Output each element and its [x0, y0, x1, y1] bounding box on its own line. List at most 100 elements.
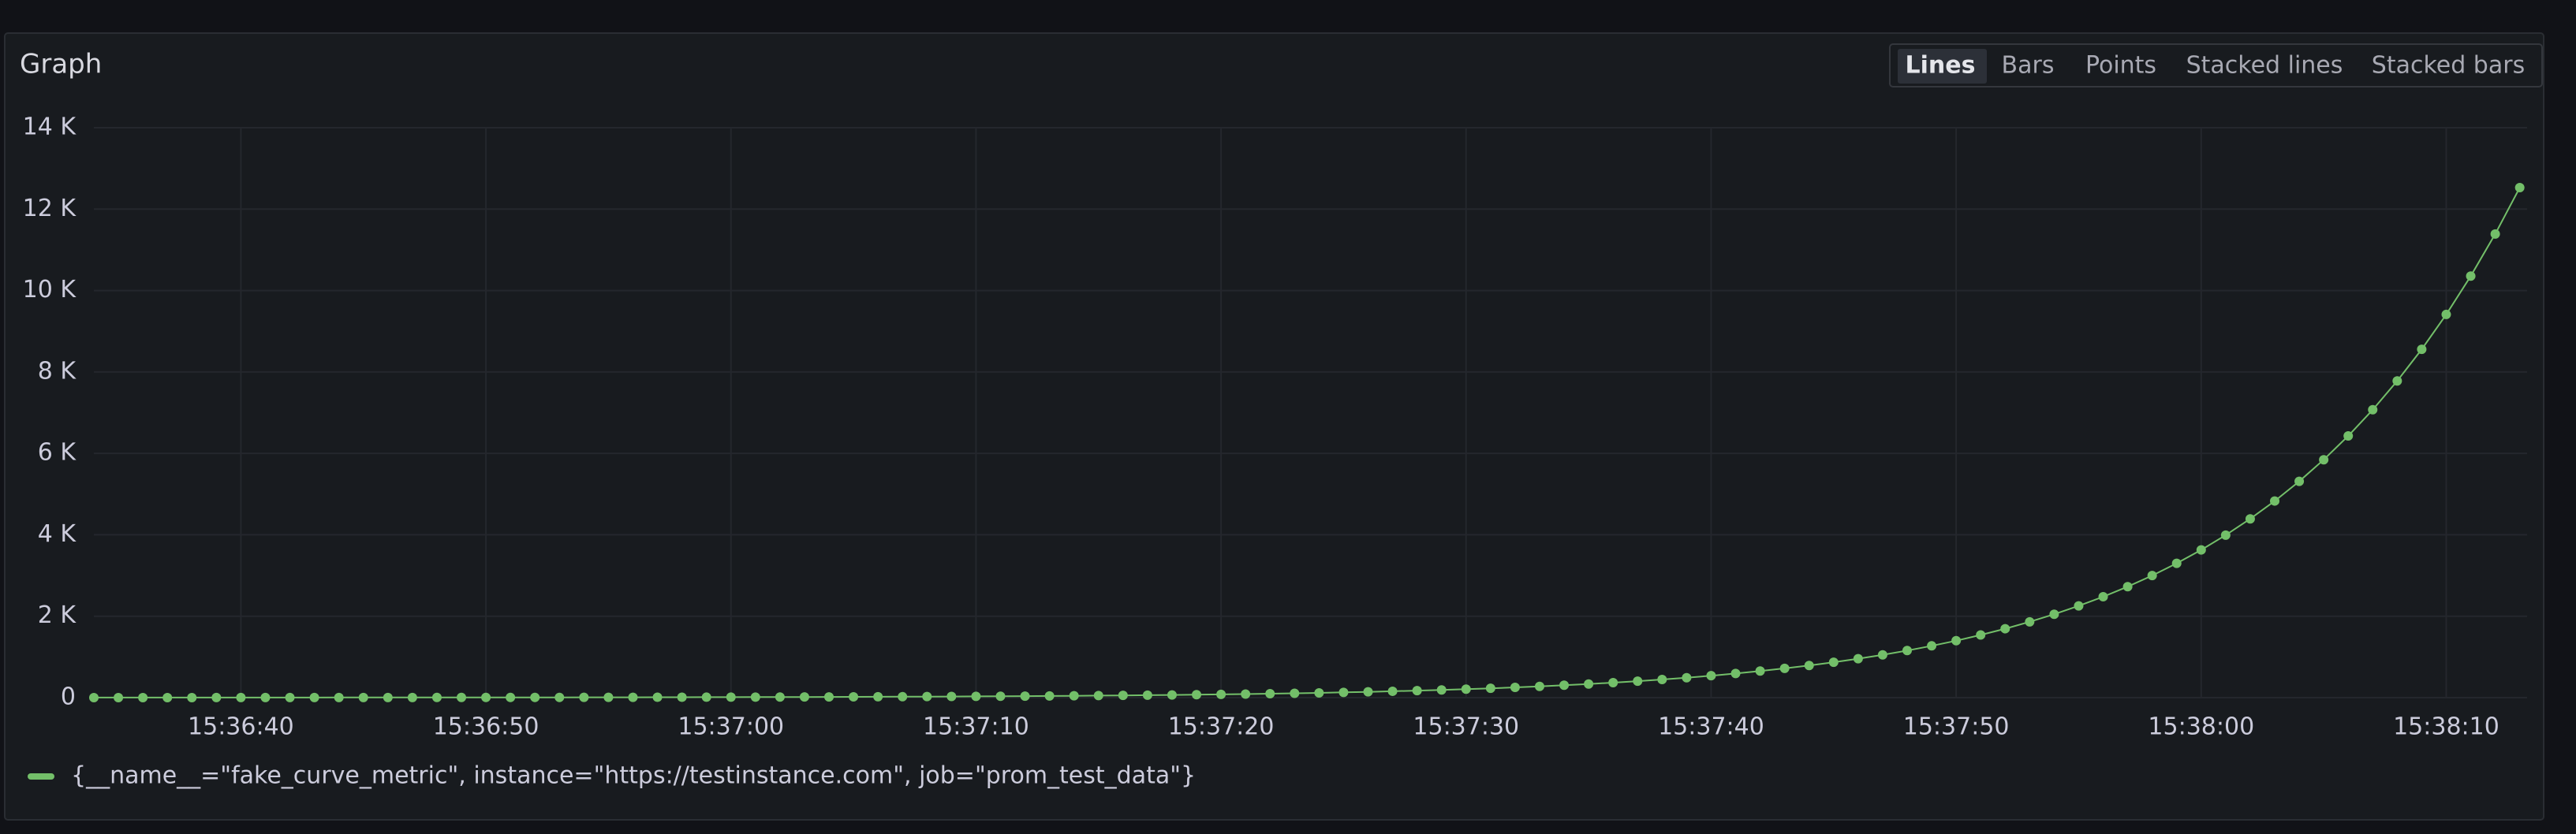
data-point — [1927, 641, 1937, 651]
data-point — [677, 692, 687, 702]
data-point — [309, 692, 319, 702]
data-point — [2025, 616, 2035, 627]
view-button-active-bg — [1898, 49, 1987, 84]
data-point — [799, 692, 809, 702]
data-point — [2000, 624, 2010, 634]
data-point — [1559, 680, 1570, 691]
data-point — [2074, 601, 2084, 611]
data-point — [2122, 582, 2133, 592]
data-point — [1730, 668, 1741, 679]
data-point — [726, 692, 736, 702]
data-point — [1118, 691, 1128, 701]
data-point — [1436, 685, 1447, 695]
data-point — [971, 691, 981, 702]
y-tick-label: 0 — [61, 683, 76, 711]
data-point — [1363, 687, 1373, 697]
data-point — [1877, 650, 1887, 660]
data-point — [1167, 690, 1177, 700]
data-point — [114, 692, 124, 702]
data-point — [1485, 683, 1495, 694]
panel-title: Graph — [20, 49, 102, 80]
data-point — [1216, 689, 1226, 699]
data-point — [750, 692, 760, 702]
data-point — [849, 692, 859, 702]
legend-swatch — [28, 773, 54, 780]
data-point — [1142, 690, 1152, 700]
data-point — [1020, 691, 1030, 702]
data-point — [1608, 677, 1618, 687]
data-point — [1755, 666, 1765, 676]
data-point — [2171, 558, 2182, 568]
data-point — [1338, 687, 1349, 698]
data-point — [579, 692, 589, 702]
data-point — [138, 692, 148, 702]
data-point — [2049, 609, 2059, 620]
view-button[interactable]: Stacked bars — [2372, 52, 2525, 80]
data-point — [554, 692, 565, 702]
y-tick-label: 8 K — [38, 357, 77, 385]
data-point — [2368, 404, 2378, 415]
data-point — [1534, 681, 1544, 691]
data-point — [2147, 571, 2157, 581]
data-point — [824, 692, 834, 702]
y-tick-label: 2 K — [38, 601, 77, 629]
data-point — [2245, 514, 2255, 524]
data-point — [1706, 671, 1716, 681]
data-point — [530, 692, 540, 702]
x-tick-label: 15:37:00 — [678, 713, 784, 741]
view-button[interactable]: Stacked lines — [2186, 52, 2343, 80]
view-button[interactable]: Bars — [2002, 52, 2055, 80]
data-point — [1461, 684, 1471, 694]
data-point — [2270, 496, 2280, 506]
data-point — [334, 692, 344, 702]
view-button[interactable]: Lines — [1906, 52, 1976, 80]
data-point — [1069, 691, 1079, 701]
data-point — [628, 692, 638, 702]
y-tick-label: 14 K — [23, 114, 77, 141]
data-point — [506, 692, 516, 702]
data-point — [383, 692, 393, 702]
series-line — [94, 187, 2521, 698]
x-tick-label: 15:36:40 — [188, 713, 294, 741]
data-point — [775, 692, 785, 702]
data-point — [1510, 682, 1520, 692]
data-point — [2466, 271, 2476, 281]
data-point — [457, 692, 467, 702]
y-tick-label: 6 K — [38, 439, 77, 467]
data-point — [187, 692, 197, 702]
data-point — [1314, 687, 1324, 698]
data-point — [2294, 476, 2305, 486]
data-point — [1241, 689, 1251, 699]
data-point — [1804, 661, 1814, 671]
data-point — [285, 692, 295, 702]
legend-label[interactable]: {__name__="fake_curve_metric", instance=… — [71, 762, 1196, 790]
data-point — [701, 692, 711, 702]
y-tick-label: 4 K — [38, 520, 77, 548]
view-button[interactable]: Points — [2085, 52, 2156, 80]
view-switcher — [1889, 43, 2543, 87]
data-point — [1633, 676, 1643, 687]
data-point — [2196, 545, 2206, 555]
data-point — [652, 692, 663, 702]
data-point — [2514, 183, 2525, 193]
data-point — [946, 691, 957, 702]
data-point — [1265, 688, 1275, 698]
y-tick-label: 10 K — [23, 276, 77, 303]
data-point — [898, 691, 908, 702]
data-point — [1192, 690, 1202, 700]
data-point — [1779, 663, 1790, 673]
data-point — [358, 692, 368, 702]
data-point — [603, 692, 614, 702]
data-point — [2490, 229, 2500, 239]
x-tick-label: 15:38:00 — [2148, 713, 2254, 741]
data-point — [2392, 376, 2402, 386]
panel — [4, 32, 2544, 821]
data-point — [2343, 430, 2354, 441]
data-point — [1976, 630, 1986, 640]
data-point — [236, 692, 246, 702]
data-point — [2319, 455, 2329, 465]
data-point — [1902, 646, 1912, 656]
data-point — [1828, 657, 1839, 668]
